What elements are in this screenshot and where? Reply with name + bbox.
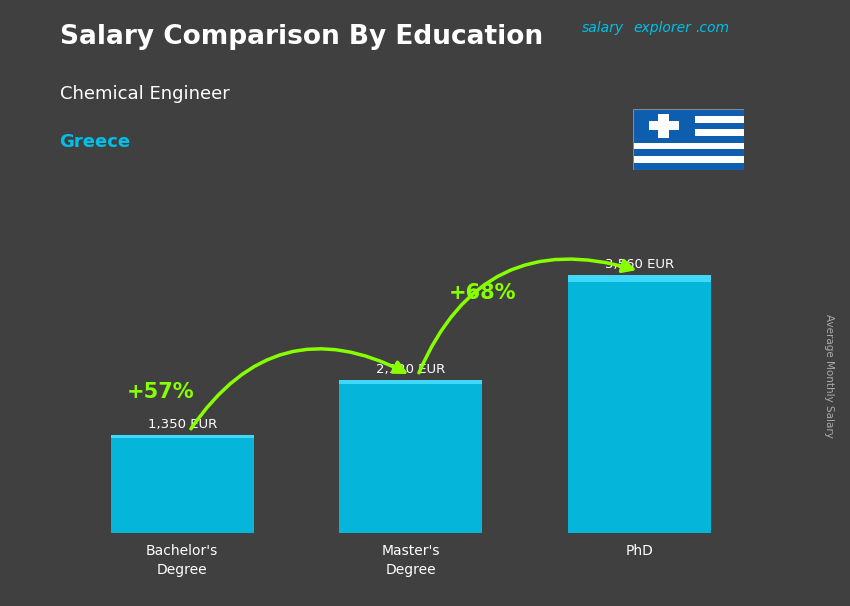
Text: +57%: +57%	[127, 382, 195, 402]
Bar	[568, 275, 711, 282]
Text: 3,560 EUR: 3,560 EUR	[604, 258, 674, 271]
Bar	[568, 275, 711, 533]
Text: Chemical Engineer: Chemical Engineer	[60, 85, 230, 103]
Bar	[633, 150, 744, 156]
Text: Average Monthly Salary: Average Monthly Salary	[824, 314, 834, 438]
Bar	[659, 114, 670, 138]
Bar	[633, 109, 694, 143]
Bar	[110, 436, 253, 533]
Bar	[633, 143, 744, 150]
Bar	[633, 122, 744, 129]
Bar	[633, 116, 744, 122]
Text: Greece: Greece	[60, 133, 131, 152]
Text: .com: .com	[695, 21, 729, 35]
Bar	[339, 380, 482, 384]
Bar	[633, 129, 744, 136]
Bar	[339, 380, 482, 533]
Bar	[633, 163, 744, 170]
Bar	[633, 156, 744, 163]
Text: explorer: explorer	[633, 21, 691, 35]
Text: +68%: +68%	[448, 283, 516, 303]
Bar	[633, 136, 744, 143]
Text: salary: salary	[582, 21, 625, 35]
Bar	[110, 436, 253, 438]
Bar	[649, 121, 678, 130]
Text: 1,350 EUR: 1,350 EUR	[148, 419, 217, 431]
Bar	[633, 109, 744, 116]
Text: Salary Comparison By Education: Salary Comparison By Education	[60, 24, 542, 50]
Text: 2,120 EUR: 2,120 EUR	[376, 362, 445, 376]
